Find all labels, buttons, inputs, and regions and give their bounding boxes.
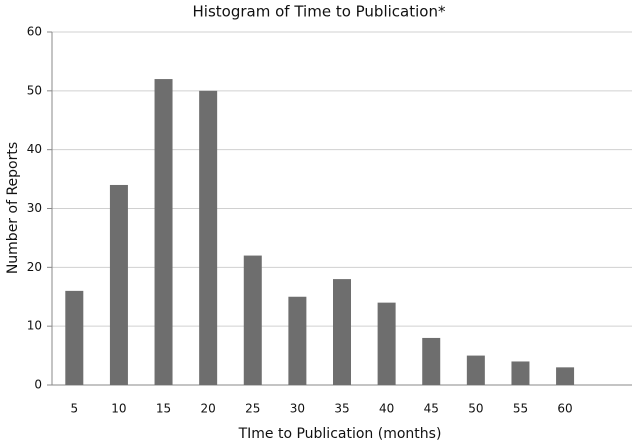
x-tick-label: 25 — [245, 402, 260, 416]
bar — [333, 279, 351, 385]
x-axis-title: TIme to Publication (months) — [238, 426, 442, 442]
x-tick-label: 40 — [379, 402, 394, 416]
x-tick-label: 15 — [156, 402, 171, 416]
x-tick-label: 30 — [290, 402, 305, 416]
bar — [199, 90, 218, 385]
bar — [377, 302, 396, 385]
x-tick-label: 35 — [334, 402, 349, 416]
x-tick-label: 5 — [70, 402, 78, 416]
y-tick-label: 60 — [27, 25, 42, 39]
y-tick-label: 50 — [27, 83, 42, 97]
y-tick-label: 10 — [27, 319, 42, 333]
bar — [511, 361, 530, 385]
x-tick-label: 55 — [513, 402, 528, 416]
bar — [243, 255, 262, 385]
x-tick-label: 50 — [468, 402, 483, 416]
bar — [154, 79, 173, 386]
chart-title: Histogram of Time to Publication* — [193, 3, 446, 21]
y-tick-label: 20 — [27, 260, 42, 274]
x-tick-label: 45 — [424, 402, 439, 416]
bar — [288, 296, 307, 385]
bar — [109, 184, 128, 385]
x-tick-label: 60 — [557, 402, 572, 416]
bar — [65, 290, 84, 385]
x-tick-label: 10 — [111, 402, 126, 416]
y-axis-title: Number of Reports — [5, 142, 21, 274]
y-tick-label: 40 — [27, 142, 42, 156]
bar — [422, 337, 441, 385]
x-tick-label: 20 — [201, 402, 216, 416]
bar — [466, 355, 485, 385]
y-tick-label: 0 — [34, 378, 42, 392]
y-tick-label: 30 — [27, 201, 42, 215]
bar — [556, 367, 575, 385]
